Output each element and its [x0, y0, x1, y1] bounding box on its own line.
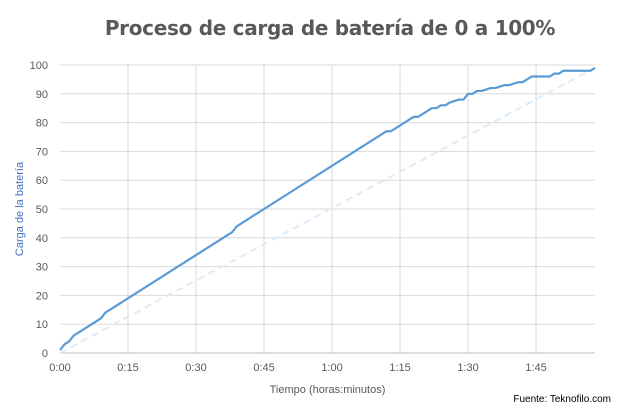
- y-tick-label: 0: [42, 348, 48, 360]
- y-tick-label: 60: [36, 175, 48, 187]
- x-tick-label: 0:45: [253, 362, 274, 374]
- y-tick-label: 20: [36, 290, 48, 302]
- y-tick-label: 30: [36, 262, 48, 274]
- series-line-carga-real: [59, 66, 596, 351]
- x-tick-label: 1:00: [321, 362, 342, 374]
- x-tick-label: 0:00: [49, 362, 70, 374]
- series-line-carga-lineal: [59, 66, 596, 354]
- y-tick-label: 80: [36, 118, 48, 130]
- y-tick-label: 90: [36, 89, 48, 101]
- y-axis-title: Carga de la batería: [14, 161, 26, 256]
- y-tick-label: 70: [36, 146, 48, 158]
- y-tick-label: 100: [30, 60, 48, 72]
- x-tick-label: 0:15: [117, 362, 138, 374]
- x-tick-label: 1:15: [389, 362, 410, 374]
- chart-title: Proceso de carga de batería de 0 a 100%: [104, 16, 556, 40]
- x-axis-title: Tiempo (horas:minutos): [270, 384, 386, 396]
- y-tick-label: 50: [36, 204, 48, 216]
- source-label: Fuente: Teknofilo.com: [513, 394, 611, 405]
- x-tick-label: 1:30: [457, 362, 478, 374]
- x-tick-label: 0:30: [185, 362, 206, 374]
- x-tick-label: 1:45: [525, 362, 546, 374]
- y-tick-label: 40: [36, 233, 48, 245]
- y-tick-label: 10: [36, 319, 48, 331]
